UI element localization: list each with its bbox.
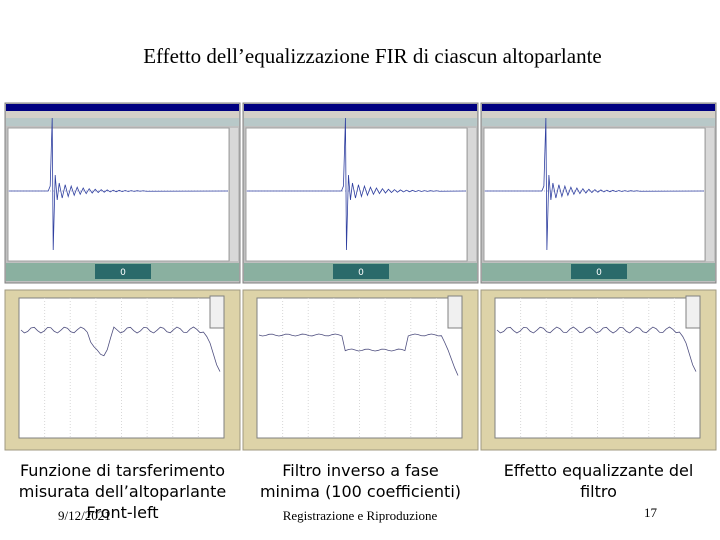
status-box [571, 264, 627, 279]
menu-bar [244, 111, 477, 118]
caption-line: Effetto equalizzante del [503, 461, 694, 480]
title-bar [482, 104, 715, 111]
waveform [485, 117, 705, 251]
toolbar [244, 118, 477, 126]
page-number: 17 [644, 505, 657, 520]
plot-area [7, 127, 230, 262]
caption-line: Filtro inverso a fase [282, 461, 439, 480]
footer-date: 9/12/2021 [58, 508, 111, 523]
response-curve [258, 333, 459, 376]
legend-box [685, 295, 701, 329]
status-box [333, 264, 389, 279]
scrollbar [230, 128, 238, 261]
caption: Funzione di tarsferimento misurata dell’… [5, 460, 240, 523]
toolbar [482, 118, 715, 126]
status-label: 0 [120, 268, 126, 278]
waveform [247, 117, 467, 251]
toolbar [6, 118, 239, 126]
status-label: 0 [596, 268, 602, 278]
legend-box [447, 295, 463, 329]
status-label: 0 [358, 268, 364, 278]
menu-bar [482, 111, 715, 118]
caption-line: Funzione di tarsferimento [19, 461, 226, 480]
footer-center: Registrazione e Riproduzione [282, 508, 438, 523]
title-bar [6, 104, 239, 111]
caption: Effetto equalizzante del filtro [481, 460, 716, 502]
waveform [9, 117, 229, 251]
response-curve [20, 326, 221, 372]
caption-line: misurata dell’altoparlante [18, 482, 227, 501]
menu-bar [6, 111, 239, 118]
caption-line: Front-left [86, 503, 159, 522]
slide-title: Effetto dell’equalizzazione FIR di ciasc… [143, 44, 602, 68]
caption-line: minima (100 coefficienti) [259, 482, 462, 501]
plot-area [483, 127, 706, 262]
scrollbar [468, 128, 476, 261]
legend-box [209, 295, 225, 329]
title-bar [244, 104, 477, 111]
scrollbar [706, 128, 714, 261]
caption-line: filtro [580, 482, 617, 501]
response-curve [496, 326, 697, 372]
caption: Filtro inverso a fase minima (100 coeffi… [243, 460, 478, 502]
status-box [95, 264, 151, 279]
